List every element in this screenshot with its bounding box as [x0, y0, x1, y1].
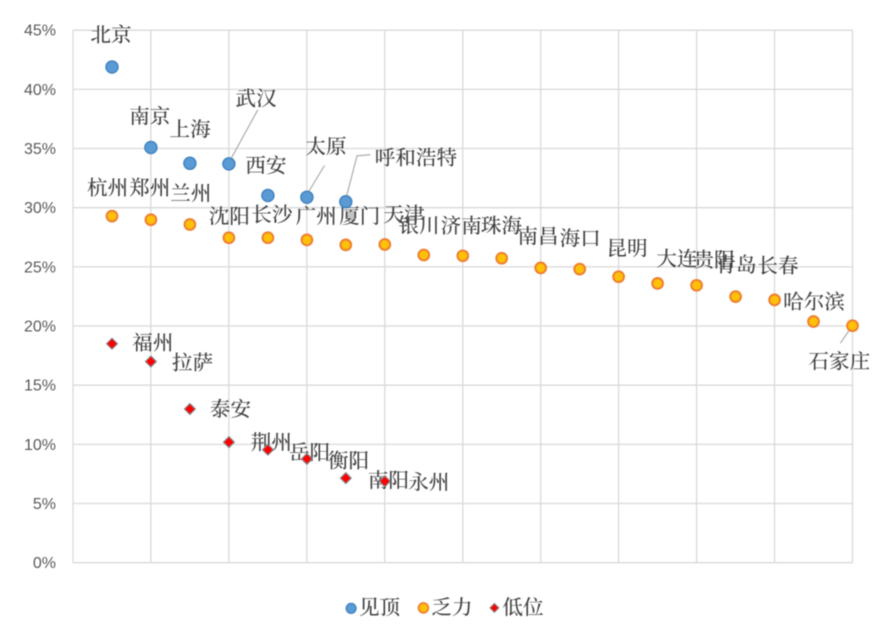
svg-text:15%: 15%: [24, 378, 56, 395]
svg-text:5%: 5%: [33, 496, 56, 513]
svg-text:30%: 30%: [24, 200, 56, 217]
svg-text:10%: 10%: [24, 437, 56, 454]
svg-text:25%: 25%: [24, 259, 56, 276]
svg-text:0%: 0%: [33, 555, 56, 572]
svg-text:35%: 35%: [24, 141, 56, 158]
svg-text:45%: 45%: [24, 23, 56, 40]
svg-text:20%: 20%: [24, 319, 56, 336]
svg-text:40%: 40%: [24, 82, 56, 99]
